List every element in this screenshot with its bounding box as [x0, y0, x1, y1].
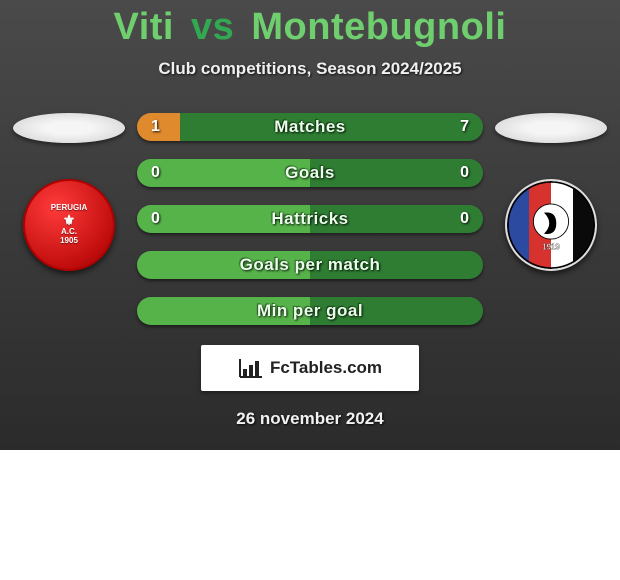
- stat-value-left: 0: [151, 164, 160, 182]
- club-badge-right-svg: 1919: [507, 181, 595, 269]
- title-vs: vs: [191, 6, 234, 48]
- stat-bar-goals: Goals 0 0: [137, 159, 483, 187]
- stat-segment-right: [310, 159, 483, 187]
- stat-value-left: 0: [151, 210, 160, 228]
- stat-label: Min per goal: [257, 301, 363, 321]
- title-player1: Viti: [114, 6, 174, 48]
- stat-bar-goals-per-match: Goals per match: [137, 251, 483, 279]
- stat-label: Goals per match: [240, 255, 381, 275]
- club-badge-left: PERUGIA ⚜ A.C. 1905: [23, 179, 115, 271]
- stat-bar-matches: Matches 1 7: [137, 113, 483, 141]
- stat-label: Hattricks: [271, 209, 348, 229]
- stat-bars: Matches 1 7 Goals 0 0 Hattricks 0 0 Goals per mat…: [137, 113, 483, 325]
- stat-value-right: 0: [460, 210, 469, 228]
- branding-text: FcTables.com: [270, 358, 382, 378]
- club-left-year: 1905: [51, 237, 87, 246]
- player-photo-placeholder-left: [13, 113, 125, 143]
- player-photo-placeholder-right: [495, 113, 607, 143]
- subtitle: Club competitions, Season 2024/2025: [0, 59, 620, 79]
- stat-bar-hattricks: Hattricks 0 0: [137, 205, 483, 233]
- comparison-content: PERUGIA ⚜ A.C. 1905 Matches17Goals00Hatt…: [0, 113, 620, 325]
- stat-value-right: 7: [460, 118, 469, 136]
- club-badge-right: 1919: [505, 179, 597, 271]
- branding-box[interactable]: FcTables.com: [201, 345, 419, 391]
- stat-value-right: 0: [460, 164, 469, 182]
- bar-chart-icon: [238, 357, 264, 379]
- page-title: Viti vs Montebugnoli: [0, 0, 620, 49]
- club-left-mid: A.C.: [61, 227, 77, 236]
- right-player-column: 1919: [491, 113, 611, 271]
- stat-label: Goals: [285, 163, 335, 183]
- stat-bar-min-per-goal: Min per goal: [137, 297, 483, 325]
- title-player2: Montebugnoli: [251, 6, 506, 48]
- club-badge-left-text: PERUGIA ⚜ A.C. 1905: [51, 204, 87, 246]
- date-text: 26 november 2024: [0, 409, 620, 429]
- left-player-column: PERUGIA ⚜ A.C. 1905: [9, 113, 129, 271]
- svg-text:1919: 1919: [542, 243, 560, 252]
- stat-label: Matches: [274, 117, 346, 137]
- stat-value-left: 1: [151, 118, 160, 136]
